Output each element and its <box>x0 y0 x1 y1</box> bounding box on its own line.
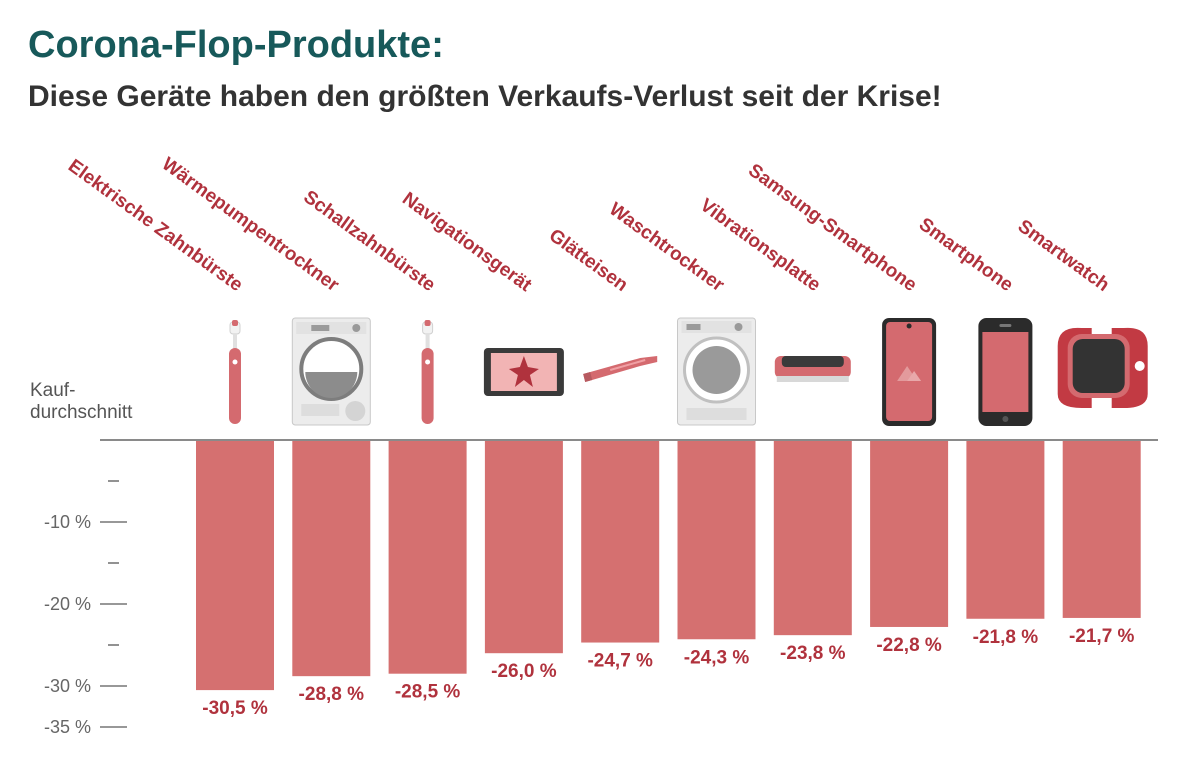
bar <box>966 441 1044 619</box>
toothbrush-icon <box>229 320 241 424</box>
bar <box>485 441 563 653</box>
smartwatch-icon <box>1058 328 1148 408</box>
bar-value-label: -21,7 % <box>1069 626 1135 647</box>
y-tick-label: -20 % <box>44 594 91 614</box>
y-tick-label: -10 % <box>44 512 91 532</box>
bar <box>389 441 467 674</box>
bar-value-label: -24,3 % <box>684 647 750 668</box>
samsung-smartphone-icon <box>882 318 936 426</box>
y-tick-label: -35 % <box>44 717 91 737</box>
bar-value-label: -28,8 % <box>299 684 365 705</box>
bar <box>774 441 852 635</box>
toothbrush-icon <box>422 320 434 424</box>
category-label: Smartphone <box>915 214 1017 296</box>
dryer-icon <box>292 318 370 425</box>
vibration-plate-icon <box>775 356 851 382</box>
bar <box>581 441 659 643</box>
bar <box>678 441 756 639</box>
bar <box>196 441 274 690</box>
bar-value-label: -22,8 % <box>876 635 942 656</box>
bar-value-label: -30,5 % <box>202 698 268 719</box>
washer-dryer-icon <box>678 318 756 425</box>
bar-value-label: -26,0 % <box>491 661 557 682</box>
category-label: Elektrische Zahnbürste <box>64 156 246 296</box>
category-label: Smartwatch <box>1014 216 1113 296</box>
smartphone-icon <box>978 318 1032 426</box>
bar-value-label: -21,8 % <box>973 627 1039 648</box>
bar-value-label: -24,7 % <box>587 651 653 672</box>
bar <box>1063 441 1141 618</box>
category-label: Wärmepumpentrockner <box>158 154 343 297</box>
y-tick-label: -30 % <box>44 676 91 696</box>
bar-value-label: -23,8 % <box>780 643 846 664</box>
bar-value-label: -28,5 % <box>395 682 461 703</box>
bar <box>292 441 370 676</box>
bar <box>870 441 948 627</box>
category-label: Samsung-Smartphone <box>744 160 920 296</box>
navigation-device-icon <box>484 348 564 396</box>
category-label: Glätteisen <box>545 225 632 296</box>
hair-straightener-icon <box>583 356 657 382</box>
